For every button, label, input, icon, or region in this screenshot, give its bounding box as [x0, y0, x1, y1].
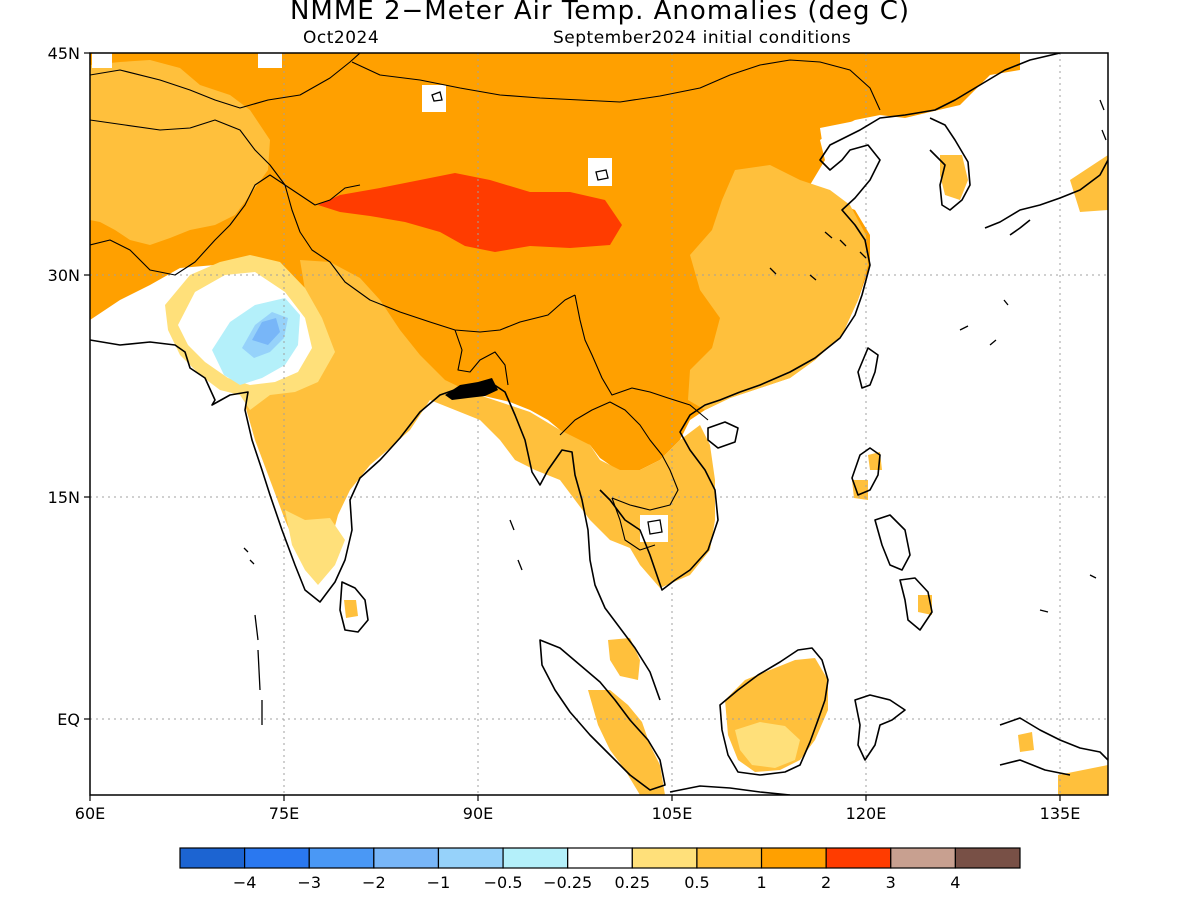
- coast-borneo: [719, 647, 829, 776]
- colorbar-swatch: [631, 847, 698, 869]
- colorbar-label: −0.5: [484, 873, 523, 892]
- colorbar-swatch: [502, 847, 569, 869]
- anomaly-srilanka: [344, 600, 358, 618]
- anomaly-newguinea: [1058, 765, 1108, 795]
- lat-label: 45N: [48, 44, 80, 63]
- coast-sumatra: [539, 639, 666, 791]
- anomaly-shading: [90, 53, 1108, 795]
- coastlines: [90, 53, 1108, 795]
- graticule: [90, 53, 1108, 795]
- init-conditions-label: September2024 initial conditions: [553, 28, 852, 48]
- colorbar-swatch: [179, 847, 246, 869]
- lon-label: 75E: [269, 804, 299, 823]
- colorbar-swatch: [567, 847, 633, 869]
- ganges-delta: [445, 378, 498, 400]
- borders: [90, 53, 881, 551]
- lat-label: EQ: [57, 710, 80, 729]
- anomaly-gt-0-5-region-india: [245, 260, 715, 588]
- anomaly-gt-0-25-region-southindia: [285, 510, 345, 585]
- anomaly-sulawesi: [1018, 732, 1034, 752]
- colorbar-label: −2: [362, 873, 386, 892]
- colorbar-swatch: [437, 847, 504, 869]
- map-frame: [89, 52, 1109, 796]
- anomaly-malaya: [608, 638, 640, 680]
- lat-label: 15N: [48, 488, 80, 507]
- map-title: NMME 2−Meter Air Temp. Anomalies (deg C): [289, 0, 911, 26]
- anomaly-borneo-light: [735, 722, 800, 768]
- colorbar-label: 4: [950, 873, 960, 892]
- coast-sulawesi: [854, 694, 906, 761]
- colorbar-label: 2: [821, 873, 831, 892]
- colorbar-swatch: [890, 847, 956, 869]
- lon-label: 90E: [463, 804, 493, 823]
- anomaly-korea: [940, 155, 968, 200]
- colorbar-swatch: [696, 847, 763, 869]
- colorbar-label: 0.25: [614, 873, 650, 892]
- coast-srilanka: [339, 581, 369, 633]
- lat-label: 30N: [48, 266, 80, 285]
- colorbar-swatch: [760, 847, 827, 869]
- coast-china: [739, 53, 1061, 393]
- coast-newguinea: [999, 717, 1108, 776]
- colorbar-label: 1: [756, 873, 766, 892]
- anomaly-gt-2-region: [318, 173, 622, 252]
- colorbar-swatch: [373, 847, 440, 869]
- colorbar-swatch: [825, 847, 892, 869]
- colorbar-label: −0.25: [543, 873, 592, 892]
- islands: [243, 91, 1107, 725]
- anomaly-gt-0-5-region-east: [688, 165, 868, 410]
- colorbar-label: −4: [233, 873, 257, 892]
- colorbar-swatch: [244, 847, 310, 869]
- coast-java: [669, 785, 791, 795]
- valid-month-label: Oct2024: [303, 28, 380, 48]
- colorbar: −4 −3 −2 −1 −0.5 −0.25 0.25 0.5 1 2 3 4: [179, 847, 1021, 892]
- lon-label: 120E: [846, 804, 887, 823]
- colorbar-swatch: [308, 847, 375, 869]
- coast-hainan: [707, 421, 739, 449]
- coast-korea: [929, 117, 971, 211]
- colorbar-swatch: [954, 847, 1021, 869]
- colorbar-label: 0.5: [684, 873, 709, 892]
- anomaly-gt-0-5-region-west: [90, 60, 270, 245]
- anomaly-sumatra: [588, 690, 665, 795]
- coast-bangladesh-burma: [459, 381, 661, 701]
- anomaly-philippines: [852, 452, 932, 615]
- coast-indochina: [599, 391, 741, 591]
- tick-marks: [84, 52, 1061, 801]
- colorbar-label: −1: [427, 873, 451, 892]
- lon-label: 60E: [75, 804, 105, 823]
- coast-philippines: [851, 447, 933, 631]
- colorbar-label: −3: [297, 873, 321, 892]
- coast-arabia-india: [90, 339, 461, 603]
- colorbar-label: 3: [886, 873, 896, 892]
- anomaly-neg-strong-region: [252, 318, 280, 345]
- coast-taiwan: [857, 347, 879, 389]
- lon-label: 105E: [652, 804, 693, 823]
- coast-japan: [984, 159, 1108, 236]
- lon-label: 135E: [1040, 804, 1081, 823]
